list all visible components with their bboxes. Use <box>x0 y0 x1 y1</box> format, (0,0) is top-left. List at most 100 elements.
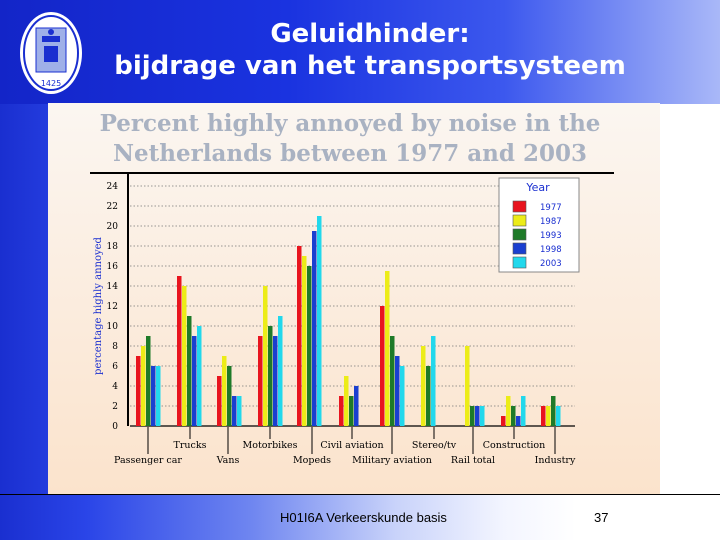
bar <box>187 316 192 426</box>
bar <box>400 366 405 426</box>
chart-title: Percent highly annoyed by noise in the N… <box>100 110 601 167</box>
bar <box>146 336 151 426</box>
y-tick-label: 20 <box>107 222 119 232</box>
legend-label: 1987 <box>540 217 562 227</box>
category-label: Vans <box>216 455 240 466</box>
bar <box>546 406 551 426</box>
y-tick-label: 4 <box>112 382 118 392</box>
bar <box>551 396 556 426</box>
title-band <box>0 0 720 104</box>
bar <box>136 356 141 426</box>
y-tick-label: 0 <box>112 422 118 432</box>
bar <box>421 346 426 426</box>
legend-box <box>498 177 580 273</box>
category-label: Mopeds <box>293 455 331 466</box>
bar <box>222 356 227 426</box>
chart-title-line1: Percent highly annoyed by noise in the <box>100 110 601 137</box>
bar <box>390 336 395 426</box>
footer-course-code: H01I6A Verkeerskunde basis <box>280 510 447 525</box>
legend-swatch <box>512 214 527 227</box>
bar <box>511 406 516 426</box>
slide-title: Geluidhinder: bijdrage van het transport… <box>100 18 640 82</box>
y-tick-label: 2 <box>112 402 118 412</box>
bar <box>197 326 202 426</box>
bar <box>177 276 182 426</box>
bar <box>541 406 546 426</box>
slide-title-line2: bijdrage van het transportsysteem <box>114 51 626 81</box>
legend-swatch <box>512 242 527 255</box>
category-label: Motorbikes <box>243 440 298 451</box>
bar <box>380 306 385 426</box>
footer-rule <box>0 494 720 495</box>
category-label: Passenger car <box>114 455 182 466</box>
slide-title-line1: Geluidhinder: <box>270 19 470 49</box>
bar <box>217 376 222 426</box>
category-label: Stereo/tv <box>412 440 457 451</box>
bar <box>339 396 344 426</box>
category-label: Construction <box>483 440 545 451</box>
bar <box>506 396 511 426</box>
bar <box>232 396 237 426</box>
y-tick-label: 24 <box>107 182 119 192</box>
legend-swatch <box>512 228 527 241</box>
bar <box>354 386 359 426</box>
bar <box>431 336 436 426</box>
bar <box>317 216 322 426</box>
y-tick-label: 8 <box>112 342 118 352</box>
svg-text:1425: 1425 <box>41 79 61 88</box>
y-tick-label: 10 <box>107 322 119 332</box>
university-seal-logo: 1425 <box>20 12 82 94</box>
y-tick-label: 18 <box>107 242 119 252</box>
bar <box>227 366 232 426</box>
y-tick-label: 6 <box>112 362 118 372</box>
category-label: Rail total <box>451 455 495 466</box>
bar <box>556 406 561 426</box>
legend-swatch <box>512 200 527 213</box>
bar <box>192 336 197 426</box>
bar <box>465 346 470 426</box>
gridlines <box>130 185 575 427</box>
category-label: Civil aviation <box>320 440 383 451</box>
bar <box>237 396 242 426</box>
bar <box>297 246 302 426</box>
bar <box>156 366 161 426</box>
bar <box>395 356 400 426</box>
y-tick-label: 22 <box>107 202 118 212</box>
legend-title: Year <box>525 181 550 194</box>
bar <box>521 396 526 426</box>
bar <box>475 406 480 426</box>
bar <box>258 336 263 426</box>
bars <box>136 216 561 426</box>
legend: Year 1977 1987 1993 1998 2003 <box>498 177 580 273</box>
page-number: 37 <box>594 510 609 525</box>
bar <box>273 336 278 426</box>
category-label: Industry <box>535 455 576 466</box>
bar <box>480 406 485 426</box>
bar <box>516 416 521 426</box>
category-label: Trucks <box>174 440 207 451</box>
bar <box>349 396 354 426</box>
bar <box>151 366 156 426</box>
bar <box>307 266 312 426</box>
bar <box>385 271 390 426</box>
bar <box>501 416 506 426</box>
bar <box>141 346 146 426</box>
chart-title-line2: Netherlands between 1977 and 2003 <box>113 140 587 167</box>
bar <box>263 286 268 426</box>
bar <box>312 231 317 426</box>
bar <box>278 316 283 426</box>
bar <box>470 406 475 426</box>
bar <box>344 376 349 426</box>
bar <box>268 326 273 426</box>
bar <box>302 256 307 426</box>
category-label: Military aviation <box>352 455 432 466</box>
legend-swatch <box>512 256 527 269</box>
legend-label: 1998 <box>540 245 562 255</box>
y-tick-label: 16 <box>107 262 119 272</box>
y-tick-label: 14 <box>107 282 119 292</box>
bar <box>426 366 431 426</box>
bar <box>182 286 187 426</box>
legend-label: 2003 <box>540 259 562 269</box>
